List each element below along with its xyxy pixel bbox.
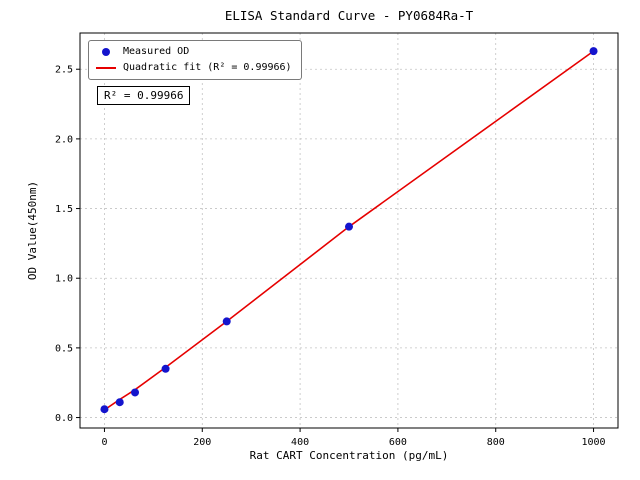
x-tick-label: 400 [291, 437, 309, 448]
y-tick-label: 2.5 [55, 65, 73, 76]
y-tick-label: 0.0 [55, 413, 73, 424]
y-axis-label: OD Value(450nm) [26, 181, 39, 280]
y-tick-label: 1.0 [55, 274, 73, 285]
measured-od-point [161, 364, 170, 373]
plot-border [79, 32, 619, 429]
y-tick-label: 1.5 [55, 204, 73, 215]
measured-od-point [222, 317, 231, 326]
x-tick-label: 200 [193, 437, 211, 448]
measured-od-marker-icon [102, 48, 110, 56]
measured-od-point [345, 222, 353, 231]
legend-label-measured: Measured OD [123, 46, 190, 57]
legend: Measured OD Quadratic fit (R² = 0.99966) [88, 40, 302, 80]
x-tick-label: 800 [487, 437, 505, 448]
r-squared-annotation: R² = 0.99966 [97, 86, 191, 105]
x-tick-label: 0 [101, 437, 107, 448]
quadratic-fit-marker-icon [96, 67, 116, 69]
chart-title: ELISA Standard Curve - PY0684Ra-T [225, 8, 474, 23]
measured-od-point [131, 388, 140, 397]
legend-item-measured: Measured OD [96, 46, 292, 58]
legend-label-fit: Quadratic fit (R² = 0.99966) [123, 62, 292, 73]
legend-item-fit: Quadratic fit (R² = 0.99966) [96, 62, 292, 74]
x-tick-label: 600 [389, 437, 407, 448]
x-tick-label: 1000 [581, 437, 605, 448]
y-tick-label: 2.0 [55, 134, 73, 145]
y-tick-label: 0.5 [55, 343, 73, 354]
measured-od-point [100, 405, 109, 414]
measured-od-point [589, 47, 598, 56]
measured-od-point [115, 398, 124, 407]
x-axis-label: Rat CART Concentration (pg/mL) [250, 449, 449, 462]
